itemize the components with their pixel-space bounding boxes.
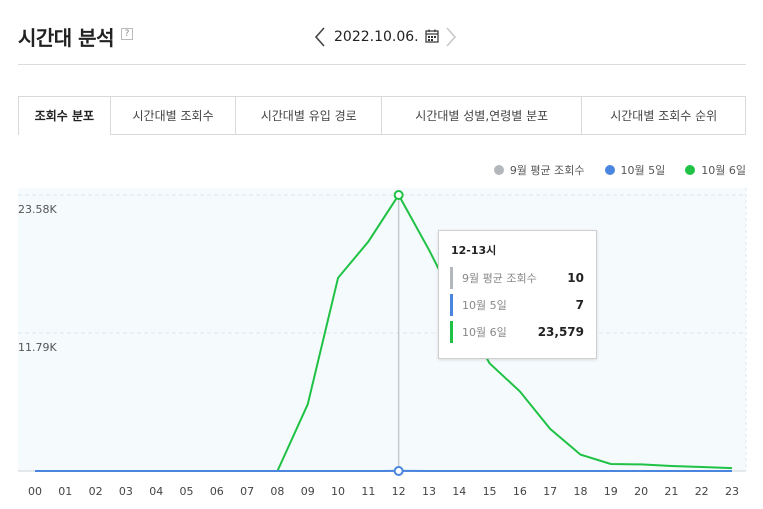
tooltip-label: 10월 5일 (462, 299, 507, 312)
y-tick-label: 23.58K (18, 203, 57, 216)
x-tick-label: 02 (89, 485, 103, 498)
legend-item-oct5[interactable]: 10월 5일 (604, 162, 666, 178)
tooltip-value: 7 (575, 298, 584, 312)
legend-item-oct6[interactable]: 10월 6일 (685, 162, 746, 178)
x-tick-label: 07 (240, 485, 254, 498)
x-tick-label: 13 (422, 485, 436, 498)
tooltip-title: 12-13시 (451, 244, 497, 257)
tooltip-row-oct6: 10월 6일 23,579 (450, 320, 584, 344)
marker-oct5[interactable] (393, 466, 404, 476)
tooltip-row-avg: 9월 평균 조회수 10 (450, 266, 584, 290)
x-tick-label: 18 (573, 485, 587, 498)
calendar-icon[interactable] (425, 28, 439, 47)
x-tick-label: 22 (695, 485, 709, 498)
x-tick-label: 05 (180, 485, 194, 498)
help-icon[interactable]: ? (121, 28, 133, 40)
x-tick-label: 10 (331, 485, 345, 498)
tab-bar: 조회수 분포 시간대별 조회수 시간대별 유입 경로 시간대별 성별,연령별 분… (18, 96, 746, 135)
legend-label: 10월 5일 (620, 164, 666, 177)
tooltip-color-bar (450, 267, 453, 289)
plot-area (18, 188, 746, 471)
chart-tooltip: 12-13시 9월 평균 조회수 10 10월 5일 7 10월 6일 23,5… (438, 230, 597, 359)
tooltip-row-oct5: 10월 5일 7 (450, 293, 584, 317)
tooltip-color-bar (450, 294, 453, 316)
x-tick-label: 00 (28, 485, 42, 498)
tab-views-by-time[interactable]: 시간대별 조회수 (109, 97, 236, 134)
x-tick-label: 12 (392, 485, 406, 498)
date-navigator: 2022.10.06. (312, 24, 459, 50)
tooltip-label: 10월 6일 (462, 326, 507, 339)
tooltip-label: 9월 평균 조회수 (462, 272, 537, 285)
x-tick-label: 19 (604, 485, 618, 498)
tab-view-distribution[interactable]: 조회수 분포 (19, 97, 110, 135)
x-tick-label: 23 (725, 485, 739, 498)
tooltip-value: 23,579 (537, 325, 584, 339)
chart-legend: 9월 평균 조회수 10월 5일 10월 6일 (474, 162, 746, 178)
marker-oct6[interactable] (393, 190, 404, 201)
x-tick-label: 08 (270, 485, 284, 498)
x-tick-label: 14 (452, 485, 466, 498)
y-tick-label: 11.79K (18, 341, 57, 354)
legend-item-avg[interactable]: 9월 평균 조회수 (493, 162, 585, 178)
x-tick-label: 09 (301, 485, 315, 498)
x-tick-label: 04 (149, 485, 163, 498)
legend-dot (685, 165, 696, 175)
legend-dot (493, 165, 504, 175)
current-date: 2022.10.06. (334, 29, 419, 45)
page-title: 시간대 분석 (18, 26, 114, 50)
tab-view-rank-by-time[interactable]: 시간대별 조회수 순위 (581, 97, 745, 134)
tab-gender-age-by-time[interactable]: 시간대별 성별,연령별 분포 (381, 97, 581, 134)
tab-referrer-by-time[interactable]: 시간대별 유입 경로 (235, 97, 381, 134)
next-date-button[interactable] (443, 24, 459, 50)
x-tick-label: 11 (361, 485, 375, 498)
chevron-left-icon (314, 27, 325, 47)
tooltip-color-bar (450, 321, 453, 343)
x-tick-label: 01 (58, 485, 72, 498)
x-tick-label: 06 (210, 485, 224, 498)
legend-label: 10월 6일 (701, 164, 746, 177)
chevron-right-icon (446, 27, 456, 47)
x-tick-label: 16 (513, 485, 527, 498)
x-tick-label: 17 (543, 485, 557, 498)
x-tick-label: 03 (119, 485, 133, 498)
legend-dot (604, 165, 615, 175)
legend-label: 9월 평균 조회수 (509, 164, 585, 177)
header-divider (18, 64, 746, 65)
x-tick-label: 21 (664, 485, 678, 498)
x-tick-label: 15 (483, 485, 497, 498)
x-tick-label: 20 (634, 485, 648, 498)
prev-date-button[interactable] (312, 24, 328, 50)
tooltip-value: 10 (567, 271, 584, 285)
